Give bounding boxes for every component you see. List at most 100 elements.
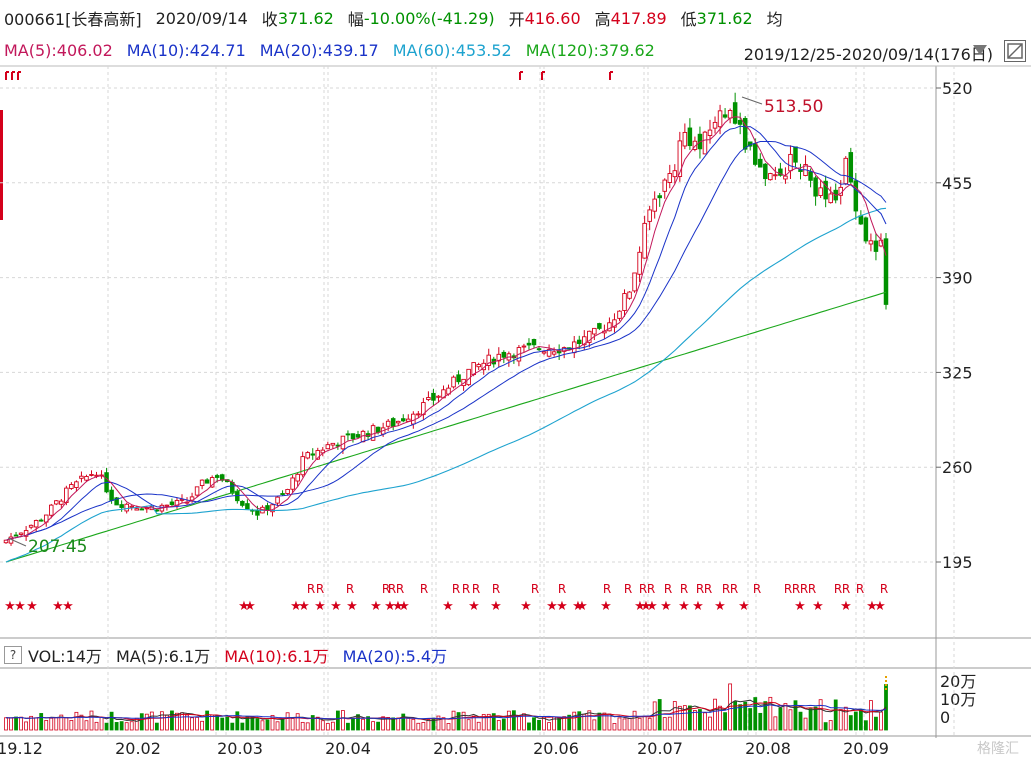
- volume-bar: [185, 714, 189, 731]
- candles-group: [3, 92, 889, 731]
- candle-body: [169, 501, 175, 506]
- candle-body: [310, 453, 315, 456]
- volume-bar: [753, 697, 758, 731]
- volume-bar: [798, 711, 803, 731]
- candle-body: [783, 175, 788, 180]
- signal-star: ★: [370, 599, 382, 614]
- volume-bar: [341, 710, 345, 731]
- ma20-line: [5, 141, 887, 541]
- dropdown-triangle-icon[interactable]: [972, 44, 988, 56]
- candle-body: [275, 496, 280, 504]
- help-button[interactable]: ?: [4, 646, 22, 664]
- candle-body: [330, 442, 336, 446]
- volume-bar: [114, 722, 119, 731]
- signal-r-label: R: [316, 582, 324, 596]
- volume-bar: [642, 715, 647, 731]
- signal-r-label: R: [492, 582, 500, 596]
- candle-body: [551, 351, 557, 355]
- signal-star: ★: [384, 599, 396, 614]
- signal-star: ★: [330, 599, 342, 614]
- signal-star: ★: [314, 599, 326, 614]
- volume-bar: [713, 698, 717, 731]
- candle-body: [823, 180, 828, 200]
- volume-bar: [537, 719, 541, 731]
- candle-body: [843, 157, 849, 185]
- candle-body: [667, 173, 673, 183]
- candle-body: [28, 524, 34, 528]
- candle-body: [375, 426, 381, 433]
- volume-bar: [532, 717, 536, 731]
- volume-bar: [773, 716, 778, 731]
- avg-label: 均: [766, 10, 783, 29]
- candle-body: [828, 193, 833, 204]
- volume-bar: [843, 706, 848, 731]
- volume-bar: [858, 708, 863, 731]
- volume-bar: [411, 718, 416, 731]
- candle-body: [702, 131, 708, 155]
- volume-bar: [220, 717, 225, 731]
- close-label: 收: [261, 10, 278, 29]
- volume-bar: [476, 721, 481, 731]
- candle-body: [124, 503, 129, 512]
- candle-body: [496, 353, 502, 362]
- signal-r-label: R: [664, 582, 672, 596]
- volume-bar: [275, 721, 280, 731]
- signal-star: ★: [26, 599, 38, 614]
- candle-body: [546, 349, 552, 357]
- ma60-legend: MA(60):453.52: [392, 40, 512, 60]
- open-label: 开: [508, 10, 525, 29]
- signal-r-label: R: [784, 582, 792, 596]
- volume-bar: [19, 716, 23, 731]
- candle-body: [401, 418, 406, 422]
- signal-star: ★: [468, 599, 480, 614]
- volume-bar: [557, 717, 562, 731]
- candle-body: [431, 392, 436, 401]
- time-tick-label: 20.05: [433, 739, 479, 758]
- volume-bar: [547, 722, 551, 731]
- candle-body: [597, 323, 602, 329]
- volume-bar: [260, 720, 265, 731]
- volume-bar: [4, 717, 8, 731]
- volume-bar: [863, 720, 868, 731]
- volume-bar: [577, 711, 582, 731]
- candle-body: [411, 413, 416, 425]
- min-price-annotation: 207.45: [28, 537, 87, 557]
- candle-body: [873, 240, 879, 252]
- candle-body: [451, 376, 456, 388]
- volume-bar: [29, 715, 34, 731]
- volume-bar: [9, 717, 13, 731]
- candle-body: [788, 153, 793, 172]
- volume-bar: [74, 711, 79, 731]
- candle-body: [476, 364, 481, 368]
- signal-r-label: R: [808, 582, 816, 596]
- volume-bar: [838, 709, 843, 731]
- volume-bar: [662, 717, 667, 731]
- volume-bar: [446, 723, 451, 731]
- candle-body: [129, 505, 134, 508]
- candle-body: [677, 140, 683, 177]
- volume-bar: [793, 700, 798, 731]
- signal-r-label: R: [307, 582, 315, 596]
- volume-bar: [195, 717, 199, 731]
- settings-icon[interactable]: [1004, 40, 1026, 62]
- volume-bar: [833, 699, 838, 731]
- volume-bar: [879, 711, 883, 731]
- high-label: 高: [594, 10, 611, 29]
- volume-bar: [84, 720, 89, 731]
- volume-bar: [456, 712, 461, 731]
- candle-body: [863, 217, 869, 242]
- vol-ma10: MA(10):6.1万: [224, 647, 329, 666]
- volume-bar: [768, 696, 773, 731]
- low-value: 371.62: [696, 8, 753, 28]
- ma-legend-bar: MA(5):406.02 MA(10):424.71 MA(20):439.17…: [4, 37, 669, 63]
- volume-bar: [491, 713, 496, 731]
- volume-bar: [124, 722, 129, 731]
- signal-star: ★: [692, 599, 704, 614]
- signal-star: ★: [546, 599, 558, 614]
- signal-star: ★: [62, 599, 74, 614]
- volume-bar: [24, 721, 29, 731]
- volume-bar: [743, 701, 748, 731]
- vol-ma5: MA(5):6.1万: [115, 647, 211, 666]
- candle-body: [139, 508, 145, 511]
